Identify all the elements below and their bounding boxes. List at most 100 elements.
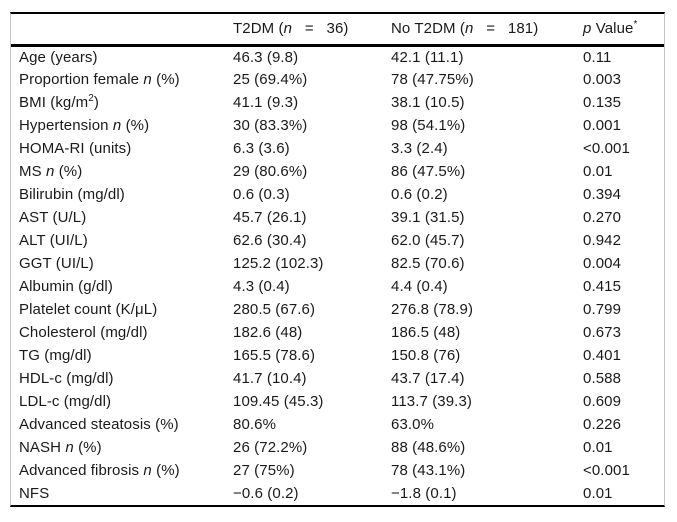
no-t2dm-value: −1.8 (0.1) bbox=[391, 485, 457, 502]
row-label: GGT (UI/L) bbox=[19, 255, 94, 272]
p-value: 0.942 bbox=[583, 232, 622, 249]
p-value: 0.799 bbox=[583, 301, 622, 318]
t2dm-value: 62.6 (30.4) bbox=[233, 232, 307, 249]
no-t2dm-value: 62.0 (45.7) bbox=[391, 232, 465, 249]
no-t2dm-value: 113.7 (39.3) bbox=[391, 393, 472, 410]
column-header-p-value: p Value* bbox=[583, 19, 638, 38]
p-value: 0.135 bbox=[583, 94, 622, 111]
row-label: BMI (kg/m2) bbox=[19, 93, 100, 112]
p-value: 0.01 bbox=[583, 485, 613, 502]
no-t2dm-value: 3.3 (2.4) bbox=[391, 140, 448, 157]
no-t2dm-value: 4.4 (0.4) bbox=[391, 278, 448, 295]
no-t2dm-value: 78 (47.75%) bbox=[391, 71, 474, 88]
row-label: HOMA-RI (units) bbox=[19, 140, 132, 157]
no-t2dm-value: 42.1 (11.1) bbox=[391, 48, 464, 66]
row-label: HDL-c (mg/dl) bbox=[19, 370, 114, 387]
p-value: 0.003 bbox=[583, 71, 622, 88]
t2dm-value: 46.3 (9.8) bbox=[233, 48, 299, 66]
row-label: LDL-c (mg/dl) bbox=[19, 393, 112, 410]
t2dm-value: 125.2 (102.3) bbox=[233, 255, 324, 272]
column-header-stub bbox=[11, 14, 225, 45]
table-row: Age (years) 46.3 (9.8) 42.1 (11.1) 0.11 bbox=[11, 45, 664, 68]
t2dm-value: 29 (80.6%) bbox=[233, 163, 308, 180]
row-label: Albumin (g/dl) bbox=[19, 278, 113, 295]
p-value: 0.673 bbox=[583, 324, 622, 341]
p-value: 0.226 bbox=[583, 416, 622, 433]
p-value: 0.415 bbox=[583, 278, 622, 295]
p-value: 0.01 bbox=[583, 163, 613, 180]
table-row: Bilirubin (mg/dl) 0.6 (0.3) 0.6 (0.2) 0.394 bbox=[11, 183, 664, 206]
row-label: ALT (UI/L) bbox=[19, 232, 88, 249]
row-label: Advanced steatosis (%) bbox=[19, 416, 179, 433]
row-label: AST (U/L) bbox=[19, 209, 87, 226]
table-row: Cholesterol (mg/dl) 182.6 (48) 186.5 (48) 0… bbox=[11, 321, 664, 344]
no-t2dm-value: 98 (54.1%) bbox=[391, 117, 466, 134]
table-row: LDL-c (mg/dl) 109.45 (45.3) 113.7 (39.3) 0.… bbox=[11, 390, 664, 413]
no-t2dm-value: 0.6 (0.2) bbox=[391, 186, 448, 203]
t2dm-value: 41.1 (9.3) bbox=[233, 94, 299, 111]
table-row: Platelet count (K/μL) 280.5 (67.6) 276.8 (… bbox=[11, 298, 664, 321]
p-value: 0.004 bbox=[583, 255, 622, 272]
row-label: Bilirubin (mg/dl) bbox=[19, 186, 125, 203]
t2dm-value: 26 (72.2%) bbox=[233, 439, 308, 456]
t2dm-value: 0.6 (0.3) bbox=[233, 186, 290, 203]
p-value: 0.609 bbox=[583, 393, 622, 410]
no-t2dm-value: 276.8 (78.9) bbox=[391, 301, 474, 318]
p-value: <0.001 bbox=[583, 462, 630, 479]
table-header-row: T2DM (n = 36) No T2DM (n = 181) p Value* bbox=[11, 14, 664, 45]
table-row: Advanced fibrosis n (%) 27 (75%) 78 (43.1%… bbox=[11, 459, 664, 482]
t2dm-value: 80.6% bbox=[233, 416, 277, 433]
table-row: NFS −0.6 (0.2) −1.8 (0.1) 0.01 bbox=[11, 482, 664, 505]
table-row: Proportion female n (%) 25 (69.4%) 78 (47.… bbox=[11, 68, 664, 91]
p-value: 0.401 bbox=[583, 347, 622, 364]
p-value: 0.11 bbox=[583, 48, 612, 66]
no-t2dm-value: 63.0% bbox=[391, 416, 435, 433]
table-body: Age (years) 46.3 (9.8) 42.1 (11.1) 0.11 Prop… bbox=[11, 45, 664, 505]
column-header-no-t2dm: No T2DM (n = 181) bbox=[391, 20, 539, 38]
row-label: TG (mg/dl) bbox=[19, 347, 92, 364]
row-label: Platelet count (K/μL) bbox=[19, 301, 158, 318]
p-value: 0.001 bbox=[583, 117, 622, 134]
p-value: 0.01 bbox=[583, 439, 613, 456]
no-t2dm-value: 150.8 (76) bbox=[391, 347, 461, 364]
table-row: TG (mg/dl) 165.5 (78.6) 150.8 (76) 0.401 bbox=[11, 344, 664, 367]
table-row: GGT (UI/L) 125.2 (102.3) 82.5 (70.6) 0.004 bbox=[11, 252, 664, 275]
table-row: MS n (%) 29 (80.6%) 86 (47.5%) 0.01 bbox=[11, 160, 664, 183]
t2dm-value: 182.6 (48) bbox=[233, 324, 303, 341]
no-t2dm-value: 38.1 (10.5) bbox=[391, 94, 465, 111]
no-t2dm-value: 43.7 (17.4) bbox=[391, 370, 465, 387]
no-t2dm-value: 186.5 (48) bbox=[391, 324, 461, 341]
t2dm-value: 4.3 (0.4) bbox=[233, 278, 290, 295]
t2dm-value: 25 (69.4%) bbox=[233, 71, 308, 88]
p-value: <0.001 bbox=[583, 140, 630, 157]
no-t2dm-value: 88 (48.6%) bbox=[391, 439, 466, 456]
row-label: Hypertension n (%) bbox=[19, 117, 150, 134]
table-row: NASH n (%) 26 (72.2%) 88 (48.6%) 0.01 bbox=[11, 436, 664, 459]
table-row: AST (U/L) 45.7 (26.1) 39.1 (31.5) 0.270 bbox=[11, 206, 664, 229]
table-row: HDL-c (mg/dl) 41.7 (10.4) 43.7 (17.4) 0.588 bbox=[11, 367, 664, 390]
t2dm-value: 30 (83.3%) bbox=[233, 117, 308, 134]
no-t2dm-value: 86 (47.5%) bbox=[391, 163, 466, 180]
row-label: MS n (%) bbox=[19, 163, 83, 180]
row-label: Advanced fibrosis n (%) bbox=[19, 462, 180, 479]
table-row: Albumin (g/dl) 4.3 (0.4) 4.4 (0.4) 0.415 bbox=[11, 275, 664, 298]
t2dm-value: −0.6 (0.2) bbox=[233, 485, 299, 502]
p-value: 0.394 bbox=[583, 186, 622, 203]
p-value: 0.270 bbox=[583, 209, 622, 226]
table-row: ALT (UI/L) 62.6 (30.4) 62.0 (45.7) 0.942 bbox=[11, 229, 664, 252]
t2dm-value: 45.7 (26.1) bbox=[233, 209, 307, 226]
t2dm-value: 280.5 (67.6) bbox=[233, 301, 316, 318]
table-row: Hypertension n (%) 30 (83.3%) 98 (54.1%) 0.… bbox=[11, 114, 664, 137]
p-value: 0.588 bbox=[583, 370, 622, 387]
row-label: Proportion female n (%) bbox=[19, 71, 180, 88]
t2dm-value: 41.7 (10.4) bbox=[233, 370, 307, 387]
table-frame: T2DM (n = 36) No T2DM (n = 181) p Value*… bbox=[10, 12, 665, 507]
comparison-table: T2DM (n = 36) No T2DM (n = 181) p Value*… bbox=[11, 14, 664, 505]
t2dm-value: 165.5 (78.6) bbox=[233, 347, 316, 364]
row-label: Cholesterol (mg/dl) bbox=[19, 324, 148, 341]
t2dm-value: 6.3 (3.6) bbox=[233, 140, 290, 157]
no-t2dm-value: 39.1 (31.5) bbox=[391, 209, 465, 226]
t2dm-value: 27 (75%) bbox=[233, 462, 295, 479]
table-row: HOMA-RI (units) 6.3 (3.6) 3.3 (2.4) <0.001 bbox=[11, 137, 664, 160]
table-row: Advanced steatosis (%) 80.6% 63.0% 0.226 bbox=[11, 413, 664, 436]
